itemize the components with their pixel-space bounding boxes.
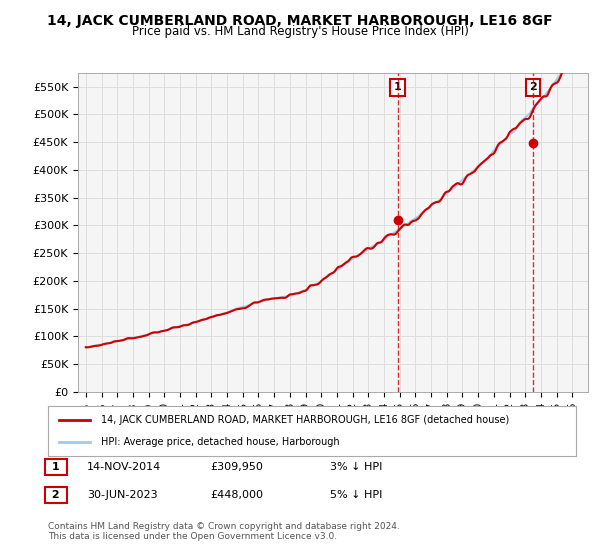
- Text: 14-NOV-2014: 14-NOV-2014: [87, 462, 161, 472]
- Text: HPI: Average price, detached house, Harborough: HPI: Average price, detached house, Harb…: [101, 437, 340, 447]
- Text: 2: 2: [529, 82, 537, 92]
- Text: Price paid vs. HM Land Registry's House Price Index (HPI): Price paid vs. HM Land Registry's House …: [131, 25, 469, 38]
- Text: £309,950: £309,950: [210, 462, 263, 472]
- Text: 1: 1: [48, 462, 64, 472]
- Text: Contains HM Land Registry data © Crown copyright and database right 2024.
This d: Contains HM Land Registry data © Crown c…: [48, 522, 400, 542]
- Text: 30-JUN-2023: 30-JUN-2023: [87, 490, 158, 500]
- Text: 1: 1: [394, 82, 401, 92]
- Text: 5% ↓ HPI: 5% ↓ HPI: [330, 490, 382, 500]
- Text: 3% ↓ HPI: 3% ↓ HPI: [330, 462, 382, 472]
- Text: £448,000: £448,000: [210, 490, 263, 500]
- Text: 14, JACK CUMBERLAND ROAD, MARKET HARBOROUGH, LE16 8GF (detached house): 14, JACK CUMBERLAND ROAD, MARKET HARBORO…: [101, 415, 509, 425]
- Text: 14, JACK CUMBERLAND ROAD, MARKET HARBOROUGH, LE16 8GF: 14, JACK CUMBERLAND ROAD, MARKET HARBORO…: [47, 14, 553, 28]
- Text: 2: 2: [48, 490, 64, 500]
